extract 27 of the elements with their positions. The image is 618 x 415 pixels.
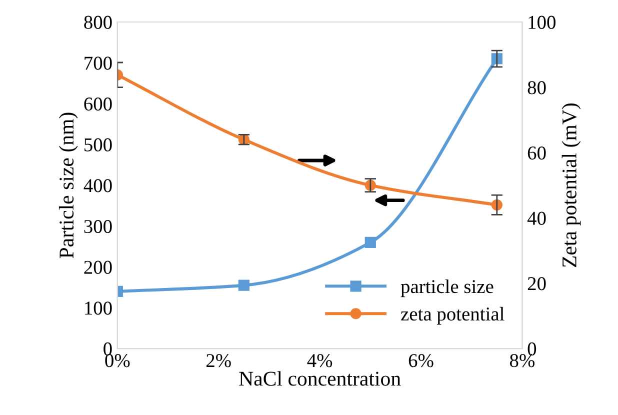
x-tick-label: 8% [510, 354, 535, 368]
x-tick-label: 4% [307, 354, 332, 368]
point [364, 236, 376, 248]
y-tick-label: 800 [84, 16, 112, 29]
x-axis-title: NaCl concentration [239, 371, 401, 386]
y-tick-label: 200 [84, 260, 112, 274]
x-tick-label: 0% [105, 354, 130, 368]
x-tick-label: 6% [408, 354, 434, 368]
y-tick-label: 500 [84, 138, 112, 152]
y2-axis-title: Zeta potential (mV) [562, 103, 581, 268]
y-tick-label: 0 [104, 342, 112, 356]
legend-label: particle size [400, 279, 494, 298]
y2-tick-label: 60 [528, 146, 546, 160]
y2-tick-label: 100 [528, 16, 556, 29]
y2-tick-label: 0 [528, 342, 536, 356]
legend-label: zeta potential [401, 306, 504, 325]
point [238, 280, 250, 291]
y-tick-label: 300 [84, 220, 112, 234]
y-tick-label: 400 [84, 179, 112, 192]
x-tick-label: 2% [206, 354, 231, 368]
y-tick-label: 600 [84, 97, 112, 111]
y2-tick-label: 40 [527, 212, 546, 225]
y-tick-label: 100 [85, 302, 112, 315]
y-axis-title: Particle size (nm) [58, 112, 78, 258]
y2-tick-label: 20 [528, 277, 546, 290]
y-tick-label: 700 [84, 56, 112, 70]
y2-tick-label: 80 [528, 81, 546, 94]
